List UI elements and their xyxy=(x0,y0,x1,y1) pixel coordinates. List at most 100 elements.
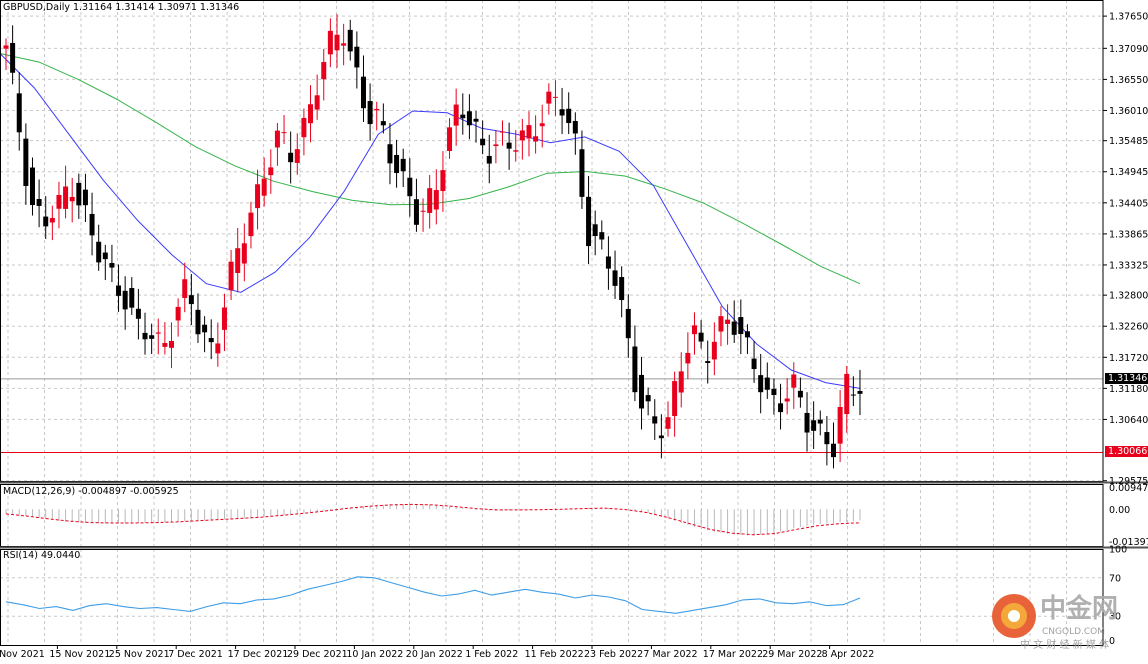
candle-bull xyxy=(228,261,234,291)
candle-bull xyxy=(341,43,347,46)
candle-bull xyxy=(169,340,174,348)
candle-bear xyxy=(473,118,479,122)
candle-bear xyxy=(16,93,22,133)
candle-bear xyxy=(771,388,777,395)
candle-bear xyxy=(824,432,830,445)
candle-bear xyxy=(592,224,598,237)
candle-bear xyxy=(625,308,631,339)
candle-bull xyxy=(526,125,532,139)
candle-bull xyxy=(420,210,426,212)
watermark-sub: CNGOLD.COM xyxy=(1042,627,1106,637)
candle-bull xyxy=(3,45,9,49)
candle-bull xyxy=(678,371,684,393)
price-tick-label: 1.33865 xyxy=(1109,229,1148,240)
pane-frames xyxy=(0,0,1148,646)
candle-bull xyxy=(182,279,188,298)
candle-bear xyxy=(698,332,704,342)
candle-bear xyxy=(639,374,645,409)
rsi-tick-label: 70 xyxy=(1109,573,1121,584)
candle-bear xyxy=(586,196,592,247)
candle-bull xyxy=(844,373,850,414)
date-tick-label: 20 Jan 2022 xyxy=(406,649,463,660)
candle-bear xyxy=(804,412,810,433)
candle-bull xyxy=(552,96,558,98)
candle-bear xyxy=(460,114,466,119)
candle-bear xyxy=(850,394,856,396)
ma-fast-line xyxy=(0,53,861,389)
candle-bull xyxy=(685,352,691,364)
candle-bull xyxy=(241,243,247,264)
candle-bear xyxy=(380,121,386,126)
candle-bull xyxy=(175,306,181,321)
candle-bear xyxy=(797,390,803,398)
candle-bull xyxy=(255,184,261,209)
candle-bear xyxy=(506,142,512,149)
candle-bear xyxy=(195,309,201,335)
macd-tick-label: -0.01397 xyxy=(1109,537,1148,548)
candle-bear xyxy=(559,109,565,116)
rsi-tick-label: 30 xyxy=(1109,612,1121,623)
candle-bull xyxy=(69,196,75,202)
candle-bear xyxy=(758,375,764,393)
candle-bull xyxy=(500,131,505,133)
date-tick-label: 8 Apr 2022 xyxy=(822,649,875,660)
candle-bull xyxy=(519,130,525,141)
candle-bull xyxy=(718,316,724,332)
date-tick-label: 29 Dec 2021 xyxy=(287,649,348,660)
rsi-tick-label: 100 xyxy=(1109,545,1127,556)
candle-bear xyxy=(658,435,664,439)
candle-bear xyxy=(129,288,135,308)
candle-bull xyxy=(493,144,499,147)
candle-bear xyxy=(208,338,214,343)
symbol-header: GBPUSD,Daily 1.31164 1.31414 1.30971 1.3… xyxy=(3,2,240,13)
candle-bear xyxy=(142,332,148,340)
candle-bear xyxy=(632,346,638,393)
candle-bull xyxy=(215,343,221,354)
candle-bear xyxy=(466,111,472,126)
candle-bear xyxy=(202,324,208,333)
candle-bear xyxy=(652,416,658,424)
candle-bear xyxy=(394,154,400,174)
candle-bear xyxy=(413,199,419,225)
candle-bear xyxy=(354,46,360,68)
candle-bull xyxy=(725,319,731,324)
candle-bull xyxy=(427,188,433,213)
candle-bull xyxy=(162,342,168,347)
candle-bull xyxy=(433,190,439,210)
candle-bear xyxy=(82,189,88,206)
candle-bear xyxy=(744,331,750,338)
candle-bull xyxy=(49,217,55,223)
candle-bear xyxy=(347,29,353,52)
candle-bear xyxy=(89,213,95,236)
rsi-label: RSI(14) 49.0440 xyxy=(3,550,81,561)
candle-bull xyxy=(294,149,300,163)
candle-bear xyxy=(605,256,611,269)
candle-bear xyxy=(645,395,651,402)
candle-bear xyxy=(831,443,836,458)
macd-tick-label: 0.009472 xyxy=(1109,483,1148,494)
candle-bear xyxy=(612,270,618,286)
candle-bear xyxy=(480,138,486,146)
pane-frame xyxy=(0,549,1104,646)
candle-bull xyxy=(334,34,340,51)
candle-bear xyxy=(96,241,102,263)
candle-bull xyxy=(274,130,280,148)
candle-bear xyxy=(135,308,141,319)
candle-bear xyxy=(705,361,711,364)
date-tick-label: 10 Jan 2022 xyxy=(346,649,403,660)
candle-bull xyxy=(314,95,320,110)
price-tick-label: 1.36550 xyxy=(1109,75,1148,86)
candle-bull xyxy=(539,123,545,127)
candle-bear xyxy=(122,290,128,310)
candle-bull xyxy=(440,170,446,192)
candle-bear xyxy=(149,335,155,339)
price-tick-label: 1.30640 xyxy=(1109,415,1148,426)
candle-bull xyxy=(691,325,697,335)
candle-bear xyxy=(76,182,82,206)
price-axis-ticks: 1.37650 1.37090 1.36550 1.36010 1.35485 1.349… xyxy=(1103,12,1148,647)
candle-bull xyxy=(248,212,254,237)
watermark-slogan: 中 文 财 经 新 媒 体 xyxy=(1020,640,1110,651)
candle-bear xyxy=(599,232,605,240)
date-tick-label: 25 Nov 2021 xyxy=(109,649,170,660)
date-tick-label: 15 Nov 2021 xyxy=(49,649,110,660)
